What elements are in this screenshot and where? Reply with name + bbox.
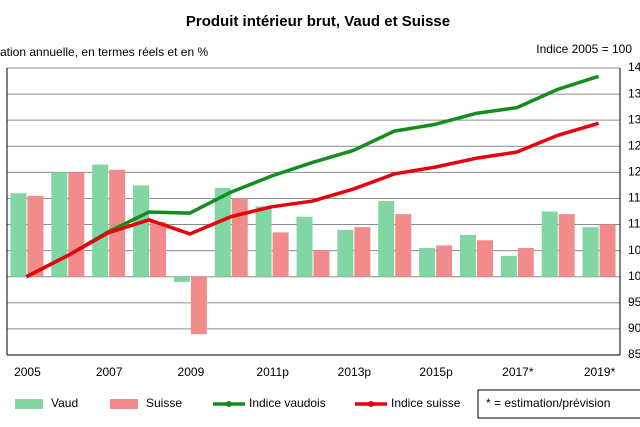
bar <box>378 201 395 277</box>
bar <box>395 214 412 277</box>
legend-label: Indice suisse <box>391 396 461 410</box>
bar <box>354 227 371 277</box>
bar <box>517 248 534 277</box>
y2-tick-label: 90 <box>628 321 640 335</box>
bar <box>214 188 231 277</box>
bar <box>436 245 453 277</box>
y2-tick-label: 110 <box>628 217 640 231</box>
y2-tick-label: 140 <box>628 60 640 74</box>
bar <box>51 172 68 277</box>
x-tick-label: 2011p <box>256 365 289 379</box>
x-tick-label: 2019* <box>584 365 616 379</box>
y2-tick-label: 100 <box>628 269 640 283</box>
x-tick-label: 2015p <box>419 365 453 379</box>
bar <box>173 276 190 282</box>
legend-label: Suisse <box>146 396 182 410</box>
bar <box>296 216 313 277</box>
bar <box>231 198 248 277</box>
legend-label: Indice vaudois <box>249 396 326 410</box>
y2-tick-label: 115 <box>628 191 640 205</box>
note-box <box>477 389 640 419</box>
y2-axis-label: Indice 2005 = 100 <box>536 42 632 56</box>
line <box>25 121 600 279</box>
bar <box>255 206 272 277</box>
y2-tick-label: 105 <box>628 243 640 257</box>
y2-tick-label: 135 <box>628 86 640 100</box>
y2-tick-label: 125 <box>628 138 640 152</box>
bar <box>599 224 616 277</box>
y2-tick-label: 120 <box>628 165 640 179</box>
note: * = estimation/prévision <box>486 396 610 410</box>
y2-tick-label: 95 <box>628 295 640 309</box>
bar <box>500 255 517 277</box>
subtitle: ation annuelle, en termes réels et en % <box>0 45 208 59</box>
legend-swatch <box>15 399 43 409</box>
bar <box>541 211 558 277</box>
legend-marker <box>368 401 374 407</box>
bar <box>459 234 476 277</box>
bar <box>150 221 167 277</box>
legend-label: Vaud <box>51 396 78 410</box>
bar <box>133 185 150 277</box>
bar <box>272 232 289 277</box>
y2-tick-label: 85 <box>628 347 640 361</box>
x-tick-label: 2013p <box>338 365 372 379</box>
bar <box>109 169 126 277</box>
bar <box>27 195 44 277</box>
bar <box>476 240 493 277</box>
bar <box>68 172 85 277</box>
bar <box>92 164 109 277</box>
x-tick-label: 2005 <box>14 365 41 379</box>
bar <box>190 276 207 335</box>
y2-tick-label: 130 <box>628 112 640 126</box>
bar <box>419 248 436 277</box>
bar <box>582 227 599 277</box>
x-tick-label: 2007 <box>96 365 123 379</box>
legend-swatch <box>110 399 138 409</box>
x-tick-label: 2009 <box>178 365 205 379</box>
bar <box>313 250 330 277</box>
bar <box>10 193 27 277</box>
bar <box>558 214 575 277</box>
x-tick-label: 2017* <box>502 365 534 379</box>
chart-title: Produit intérieur brut, Vaud et Suisse <box>186 13 450 30</box>
legend-marker <box>226 401 232 407</box>
bar <box>337 229 354 277</box>
line <box>25 74 600 279</box>
